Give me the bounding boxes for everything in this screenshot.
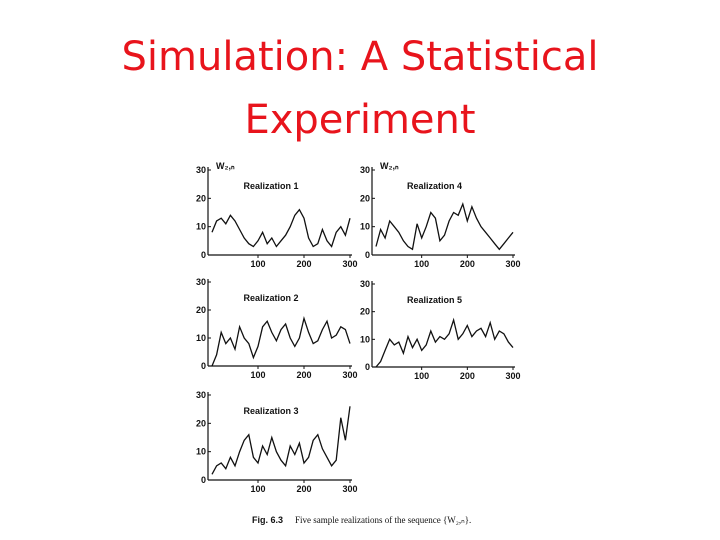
y-tick-label: 30 xyxy=(196,390,206,400)
y-axis-label: W₂,ₙ xyxy=(216,161,235,171)
y-tick-label: 20 xyxy=(360,307,370,317)
data-line xyxy=(375,201,514,251)
panel-title: Realization 1 xyxy=(243,181,298,191)
data-line xyxy=(211,208,351,248)
y-tick-label: 30 xyxy=(196,165,206,175)
x-tick-label: 200 xyxy=(296,259,311,269)
y-tick-label: 10 xyxy=(360,222,370,232)
y-axis-label: W₂,ₙ xyxy=(380,161,399,171)
y-tick-label: 0 xyxy=(201,475,206,485)
y-tick-label: 10 xyxy=(196,333,206,343)
panel-title: Realization 5 xyxy=(407,295,462,305)
x-tick-label: 100 xyxy=(250,370,265,380)
figure-caption: Five sample realizations of the sequence… xyxy=(295,515,471,525)
x-tick-label: 300 xyxy=(342,370,357,380)
slide-title: Experiment xyxy=(244,97,475,143)
x-tick-label: 100 xyxy=(250,484,265,494)
x-tick-label: 300 xyxy=(342,259,357,269)
panel-title: Realization 4 xyxy=(407,181,462,191)
y-tick-label: 0 xyxy=(365,250,370,260)
panel-title: Realization 3 xyxy=(243,406,298,416)
x-tick-label: 100 xyxy=(414,259,429,269)
y-tick-label: 20 xyxy=(360,193,370,203)
panel-title: Realization 2 xyxy=(243,293,298,303)
y-tick-label: 10 xyxy=(196,447,206,457)
data-line xyxy=(375,317,514,368)
y-tick-label: 20 xyxy=(196,418,206,428)
slide-title: Simulation: A Statistical xyxy=(122,34,599,80)
y-tick-label: 0 xyxy=(201,361,206,371)
x-tick-label: 300 xyxy=(342,484,357,494)
x-tick-label: 200 xyxy=(296,370,311,380)
y-tick-label: 30 xyxy=(360,165,370,175)
y-tick-label: 10 xyxy=(360,334,370,344)
y-tick-label: 20 xyxy=(196,305,206,315)
y-tick-label: 0 xyxy=(201,250,206,260)
x-tick-label: 300 xyxy=(505,371,520,381)
y-tick-label: 10 xyxy=(196,222,206,232)
y-tick-label: 30 xyxy=(360,279,370,289)
data-line xyxy=(211,406,351,475)
x-tick-label: 300 xyxy=(505,259,520,269)
data-line xyxy=(211,315,351,367)
x-tick-label: 200 xyxy=(460,259,475,269)
x-tick-label: 200 xyxy=(460,371,475,381)
y-tick-label: 0 xyxy=(365,362,370,372)
y-tick-label: 20 xyxy=(196,193,206,203)
figure-label: Fig. 6.3 xyxy=(252,515,283,525)
x-tick-label: 100 xyxy=(414,371,429,381)
x-tick-label: 200 xyxy=(296,484,311,494)
x-tick-label: 100 xyxy=(250,259,265,269)
y-tick-label: 30 xyxy=(196,277,206,287)
